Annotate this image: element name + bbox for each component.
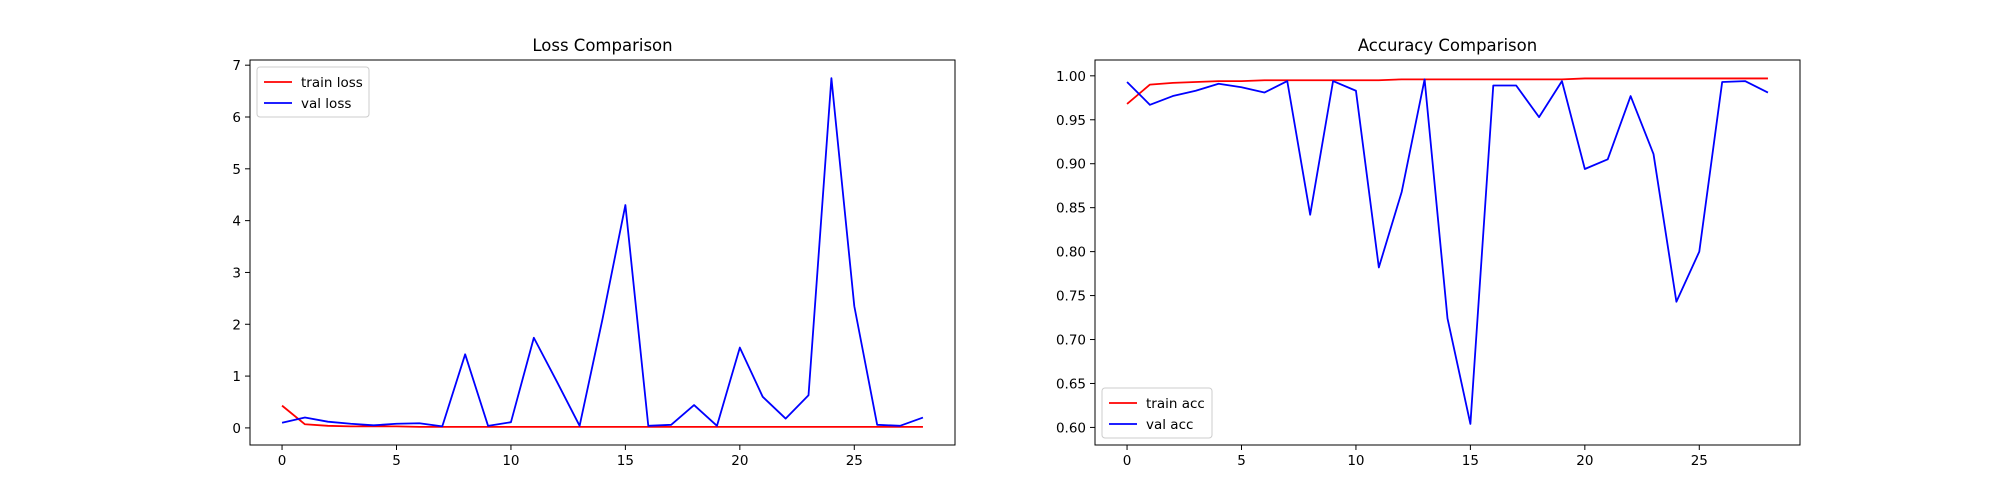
- loss-x-tick-label: 5: [392, 453, 401, 469]
- accuracy-y-tick-label: 0.70: [1056, 333, 1086, 349]
- accuracy-y-tick-label: 0.95: [1056, 113, 1086, 129]
- loss-legend: train loss val loss: [256, 66, 370, 118]
- accuracy-y-tick-label: 0.60: [1056, 420, 1086, 436]
- loss-comparison-panel: Loss Comparison 0 5 10 15 20 25 0 1 2 3 4 5 6 7 train …: [232, 36, 956, 469]
- loss-y-tick-label: 3: [232, 265, 241, 281]
- train-acc-line: [1126, 77, 1768, 105]
- val-loss-legend-label: val loss: [301, 96, 351, 112]
- accuracy-chart-title: Accuracy Comparison: [1358, 36, 1537, 55]
- loss-plot-area: 0 5 10 15 20 25 0 1 2 3 4 5 6 7 train loss val loss: [232, 58, 956, 469]
- accuracy-y-tick-label: 0.65: [1056, 376, 1086, 392]
- accuracy-legend: train acc val acc: [1101, 387, 1213, 439]
- accuracy-legend-box: [1101, 387, 1213, 439]
- accuracy-x-tick-label: 20: [1576, 453, 1593, 469]
- accuracy-y-tick-label: 0.80: [1056, 245, 1086, 261]
- loss-x-tick-label: 25: [846, 453, 863, 469]
- train-loss-legend-label: train loss: [301, 75, 363, 91]
- accuracy-y-tick-label: 1.00: [1056, 69, 1086, 85]
- accuracy-x-tick-label: 25: [1691, 453, 1708, 469]
- loss-x-tick-label: 20: [731, 453, 748, 469]
- loss-y-tick-label: 5: [232, 162, 241, 178]
- loss-axes-frame: [249, 59, 956, 446]
- loss-y-tick-label: 7: [232, 58, 241, 74]
- accuracy-x-tick-label: 15: [1462, 453, 1479, 469]
- train-loss-line: [281, 404, 923, 428]
- loss-y-tick-label: 4: [232, 214, 241, 230]
- accuracy-x-tick-label: 5: [1237, 453, 1246, 469]
- val-acc-line: [1126, 78, 1769, 425]
- loss-chart-title: Loss Comparison: [532, 36, 672, 55]
- accuracy-x-tick-label: 10: [1347, 453, 1364, 469]
- loss-y-tick-label: 1: [232, 369, 241, 385]
- loss-y-tick-label: 0: [232, 421, 241, 437]
- val-acc-legend-label: val acc: [1146, 417, 1193, 433]
- train-acc-legend-label: train acc: [1146, 396, 1205, 412]
- accuracy-x-tick-label: 0: [1123, 453, 1132, 469]
- accuracy-comparison-panel: Accuracy Comparison 0 5 10 15 20 25 0.60 0.65 0.…: [1056, 36, 1801, 469]
- accuracy-y-tick-label: 0.85: [1056, 201, 1086, 217]
- loss-x-tick-label: 10: [502, 453, 519, 469]
- loss-legend-box: [256, 66, 370, 118]
- loss-y-tick-label: 6: [232, 110, 241, 126]
- loss-x-tick-label: 0: [278, 453, 287, 469]
- loss-x-tick-label: 15: [617, 453, 634, 469]
- val-loss-line: [281, 77, 924, 428]
- accuracy-y-tick-label: 0.90: [1056, 157, 1086, 173]
- loss-y-tick-label: 2: [232, 317, 241, 333]
- accuracy-axes-frame: [1094, 59, 1801, 446]
- accuracy-y-tick-label: 0.75: [1056, 289, 1086, 305]
- accuracy-plot-area: 0 5 10 15 20 25 0.60 0.65 0.70 0.75 0.80 0.85 0.90 0.…: [1056, 59, 1801, 469]
